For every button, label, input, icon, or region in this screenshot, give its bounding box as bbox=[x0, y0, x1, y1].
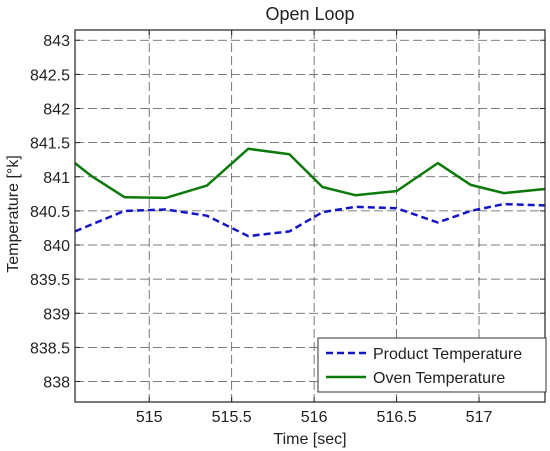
legend: Product Temperature Oven Temperature bbox=[317, 337, 547, 393]
y-tick-label: 840 bbox=[43, 238, 70, 255]
x-axis-title: Time [sec] bbox=[273, 431, 346, 448]
y-tick-label: 841.5 bbox=[30, 136, 70, 153]
series-line-product bbox=[74, 202, 546, 238]
x-tick-label: 515.5 bbox=[212, 409, 252, 426]
series-layer bbox=[74, 147, 546, 238]
y-tick-label: 842 bbox=[43, 101, 70, 118]
y-tick-label: 838 bbox=[43, 375, 70, 392]
chart-title: Open Loop bbox=[265, 4, 354, 24]
legend-label-product: Product Temperature bbox=[373, 346, 522, 363]
tick-layer: 515 515.5 516 516.5 517 838 838.5 839 839.5 840 84… bbox=[30, 30, 545, 426]
legend-box bbox=[317, 337, 547, 393]
y-tick-label: 839 bbox=[43, 306, 70, 323]
x-tick-label: 517 bbox=[466, 409, 493, 426]
legend-label-oven: Oven Temperature bbox=[373, 370, 505, 387]
series-line-oven bbox=[74, 147, 546, 200]
y-tick-label: 841 bbox=[43, 170, 70, 187]
y-tick-label: 839.5 bbox=[30, 272, 70, 289]
y-tick-label: 842.5 bbox=[30, 67, 70, 84]
y-axis-title: Temperature [°k] bbox=[5, 155, 22, 273]
x-tick-label: 515 bbox=[136, 409, 163, 426]
x-tick-label: 516 bbox=[301, 409, 328, 426]
y-tick-label: 838.5 bbox=[30, 340, 70, 357]
plot-frame bbox=[74, 29, 546, 403]
x-tick-label: 516.5 bbox=[377, 409, 417, 426]
y-tick-label: 840.5 bbox=[30, 204, 70, 221]
y-tick-label: 843 bbox=[43, 33, 70, 50]
